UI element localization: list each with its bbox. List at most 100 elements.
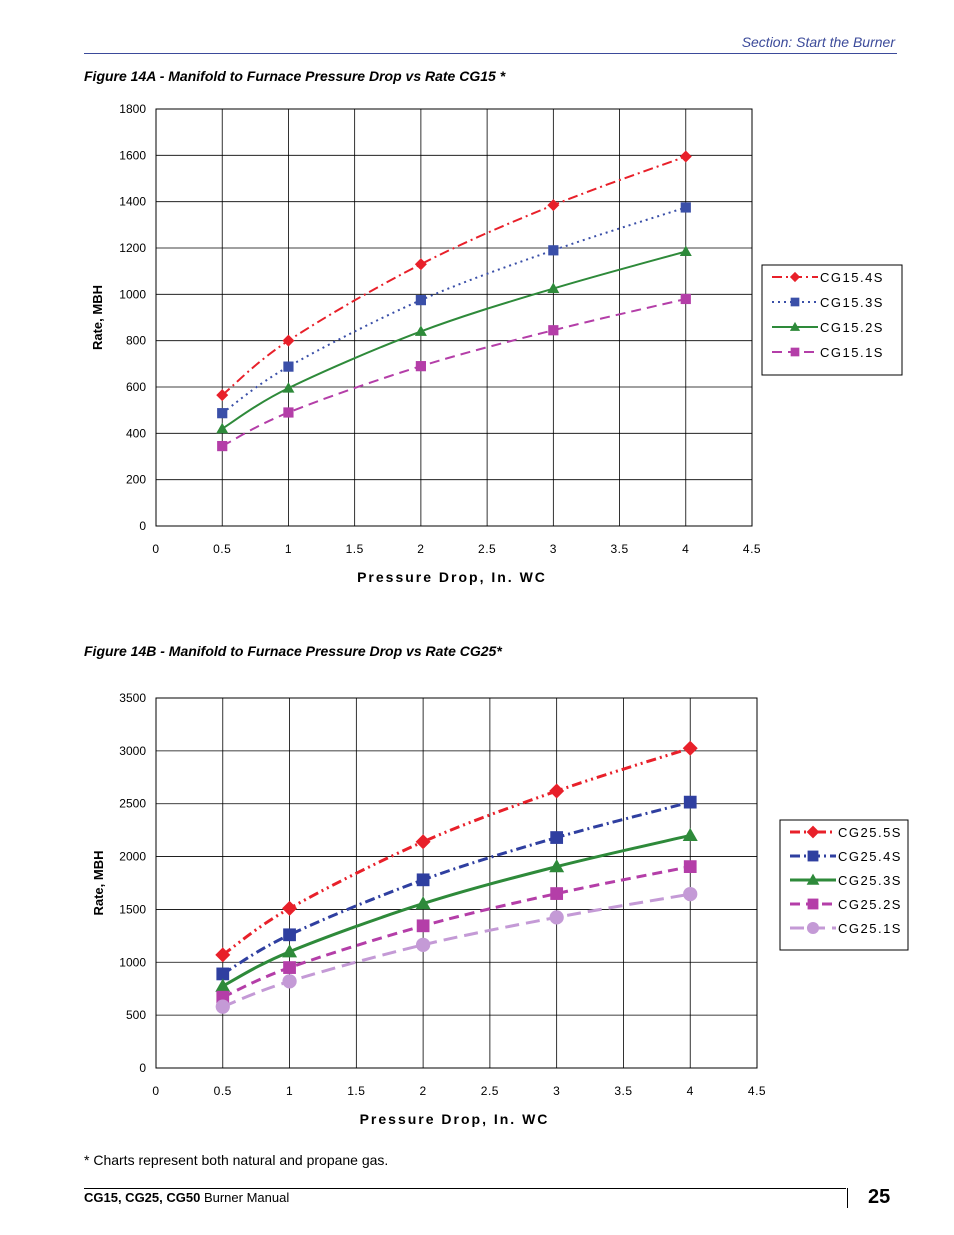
data-point	[683, 795, 697, 809]
y-tick-label: 600	[126, 380, 146, 394]
x-tick-label: 3	[550, 542, 557, 556]
data-point	[680, 202, 691, 213]
legend: CG15.4S CG15.3S CG15.2S CG15.1S	[761, 264, 903, 376]
y-tick-label: 0	[139, 1061, 146, 1075]
data-point	[680, 293, 691, 305]
plot-area	[155, 697, 758, 1069]
series-cg15-1s	[217, 293, 691, 452]
legend-label: CG25.4S	[838, 849, 902, 864]
series-cg15-4s	[216, 150, 692, 402]
figure-14b-title: Figure 14B - Manifold to Furnace Pressur…	[84, 643, 502, 659]
data-point	[550, 887, 564, 900]
x-tick-label: 3	[553, 1084, 560, 1098]
x-axis-title: Pressure Drop, In. WC	[357, 569, 547, 585]
data-point	[683, 886, 698, 902]
legend-item: CG15.4S	[772, 270, 884, 285]
data-point	[416, 873, 430, 887]
y-axis-title: Rate, MBH	[91, 850, 106, 915]
data-point	[414, 325, 427, 336]
x-tick-label: 0.5	[213, 542, 231, 556]
data-point	[415, 834, 431, 850]
footer-manual-title: CG15, CG25, CG50 Burner Manual	[84, 1190, 289, 1205]
legend-marker	[790, 297, 800, 307]
legend-marker	[806, 873, 820, 885]
page-number: 25	[868, 1186, 891, 1208]
chart-14b: 0 0.5 1 1.5 2 2.5 3 3.5 4 4.5 0 500 1000 1500 2000 2500…	[91, 691, 909, 1127]
legend-item: CG25.1S	[790, 921, 902, 936]
data-point	[550, 831, 564, 844]
legend-marker	[789, 271, 801, 283]
data-point	[216, 967, 230, 981]
data-point	[216, 422, 229, 434]
legend-marker	[790, 347, 800, 357]
legend-marker	[807, 850, 819, 862]
footnote: * Charts represent both natural and prop…	[84, 1152, 389, 1168]
legend: CG25.5S CG25.4S CG25.3S CG25.2S CG25.1S	[779, 819, 909, 951]
x-tick-label: 4.5	[743, 542, 761, 556]
legend-label: CG15.4S	[820, 270, 884, 285]
footer-models: CG15, CG25, CG50	[84, 1190, 201, 1205]
data-point	[679, 245, 692, 256]
series-line	[222, 833, 691, 988]
y-tick-label: 2500	[119, 797, 146, 811]
chart-14a: 0 0.5 1 1.5 2 2.5 3 3.5 4 4.5 0 200 400 600 800 1000 120…	[90, 102, 903, 585]
y-tick-label: 500	[126, 1008, 146, 1022]
footer-rule	[84, 1188, 846, 1189]
y-tick-label: 200	[126, 473, 146, 487]
data-point	[548, 245, 559, 256]
data-point	[283, 961, 296, 974]
y-tick-label: 2000	[119, 850, 146, 864]
data-point	[282, 382, 295, 393]
x-tick-label: 2	[420, 1084, 427, 1098]
data-point	[282, 944, 298, 958]
data-point	[282, 334, 295, 347]
data-point	[415, 896, 431, 910]
x-tick-label: 4	[682, 542, 689, 556]
x-tick-label: 4	[687, 1084, 694, 1098]
legend-marker	[806, 825, 820, 839]
series-line	[222, 865, 691, 999]
legend-item: CG25.5S	[790, 825, 900, 840]
x-tick-label: 2.5	[481, 1084, 499, 1098]
y-tick-label: 1400	[119, 195, 146, 209]
series-cg25-1s	[215, 886, 698, 1014]
legend-label: CG15.1S	[820, 345, 884, 360]
legend-item: CG25.2S	[790, 897, 900, 912]
y-tick-label: 400	[126, 426, 146, 440]
data-point	[215, 947, 231, 963]
data-point	[549, 910, 564, 925]
x-tick-label: 1	[286, 1084, 293, 1098]
y-tick-label: 3000	[119, 744, 146, 758]
x-tick-label: 3.5	[610, 542, 628, 556]
series-cg15-2s	[216, 245, 692, 434]
legend-item: CG25.3S	[790, 873, 900, 888]
legend-label: CG25.1S	[838, 921, 902, 936]
y-tick-label: 1200	[119, 241, 146, 255]
series-line	[221, 297, 687, 447]
header-rule	[84, 53, 897, 54]
data-point	[416, 919, 430, 933]
series-cg15-3s	[217, 202, 691, 419]
legend-box	[761, 264, 903, 376]
series-cg25-5s	[215, 740, 698, 963]
series-line	[221, 746, 691, 957]
series-cg25-2s	[216, 860, 697, 1004]
data-point	[683, 860, 697, 873]
x-tick-label: 0.5	[214, 1084, 232, 1098]
data-point	[215, 999, 230, 1014]
data-point	[414, 258, 427, 271]
footer-divider	[847, 1188, 848, 1208]
y-tick-label: 1000	[119, 287, 146, 301]
legend-item: CG15.3S	[772, 295, 884, 310]
data-point	[415, 937, 431, 952]
data-point	[547, 199, 560, 212]
x-axis-title: Pressure Drop, In. WC	[360, 1111, 550, 1127]
x-tick-label: 0	[152, 1084, 159, 1098]
series-cg25-3s	[215, 827, 698, 992]
legend-marker	[807, 898, 819, 910]
data-point	[215, 978, 231, 992]
legend-label: CG15.3S	[820, 295, 884, 310]
data-point	[282, 974, 297, 989]
data-point	[549, 783, 565, 799]
data-point	[682, 740, 698, 756]
